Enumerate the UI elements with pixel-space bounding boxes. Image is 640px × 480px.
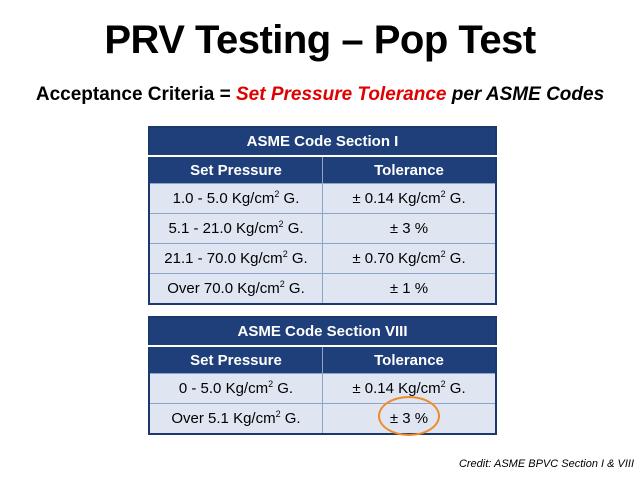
table-row: Over 5.1 Kg/cm2 G. ± 3 %	[148, 403, 497, 435]
unit-superscript: 2	[274, 189, 280, 199]
tolerance-cell-text: ± 0.14 Kg/cm	[352, 380, 441, 397]
table-title: ASME Code Section VIII	[148, 316, 497, 347]
asme-section-1-table: ASME Code Section I Set Pressure Toleran…	[148, 126, 497, 305]
tolerance-cell-text: ± 0.70 Kg/cm	[352, 250, 441, 267]
set-pressure-cell: Over 70.0 Kg/cm2 G.	[148, 273, 323, 305]
tolerance-cell-suffix: G.	[445, 250, 466, 267]
table-row: 1.0 - 5.0 Kg/cm2 G. ± 0.14 Kg/cm2 G.	[148, 183, 497, 214]
unit-superscript: 2	[282, 249, 288, 259]
asme-section-8-table: ASME Code Section VIII Set Pressure Tole…	[148, 316, 497, 435]
set-pressure-cell: 1.0 - 5.0 Kg/cm2 G.	[148, 183, 323, 214]
set-pressure-cell-text: Over 70.0 Kg/cm	[167, 280, 280, 297]
set-pressure-cell-text: 1.0 - 5.0 Kg/cm	[172, 190, 275, 207]
subtitle-highlight: Set Pressure Tolerance	[235, 84, 447, 105]
set-pressure-cell-text: 21.1 - 70.0 Kg/cm	[164, 250, 283, 267]
tolerance-cell: ± 1 %	[322, 273, 497, 305]
unit-superscript: 2	[440, 189, 446, 199]
set-pressure-cell-suffix: G.	[283, 220, 304, 237]
unit-superscript: 2	[440, 249, 446, 259]
table-row: 21.1 - 70.0 Kg/cm2 G. ± 0.70 Kg/cm2 G.	[148, 243, 497, 274]
tolerance-cell: ± 0.70 Kg/cm2 G.	[322, 243, 497, 274]
tolerance-cell: ± 0.14 Kg/cm2 G.	[322, 183, 497, 214]
tolerance-cell-text: ± 0.14 Kg/cm	[352, 190, 441, 207]
column-header-tolerance: Tolerance	[322, 345, 497, 374]
highlight-circle	[378, 396, 440, 436]
set-pressure-cell-text: Over 5.1 Kg/cm	[171, 410, 276, 427]
unit-superscript: 2	[275, 409, 281, 419]
set-pressure-cell-text: 5.1 - 21.0 Kg/cm	[168, 220, 279, 237]
column-header-tolerance: Tolerance	[322, 155, 497, 184]
column-header-set-pressure: Set Pressure	[148, 155, 323, 184]
set-pressure-cell-suffix: G.	[287, 250, 308, 267]
tolerance-cell: ± 3 %	[322, 213, 497, 244]
set-pressure-cell-suffix: G.	[273, 380, 294, 397]
set-pressure-cell-suffix: G.	[284, 280, 305, 297]
set-pressure-cell: Over 5.1 Kg/cm2 G.	[148, 403, 323, 435]
slide-title: PRV Testing – Pop Test	[104, 18, 536, 62]
slide-subtitle: Acceptance Criteria = Set Pressure Toler…	[0, 84, 640, 106]
set-pressure-cell: 5.1 - 21.0 Kg/cm2 G.	[148, 213, 323, 244]
set-pressure-cell: 21.1 - 70.0 Kg/cm2 G.	[148, 243, 323, 274]
tolerance-cell-text: ± 1 %	[389, 280, 429, 297]
table-row: 5.1 - 21.0 Kg/cm2 G. ± 3 %	[148, 213, 497, 244]
table-title: ASME Code Section I	[148, 126, 497, 157]
tolerance-cell-suffix: G.	[445, 380, 466, 397]
unit-superscript: 2	[268, 379, 274, 389]
table-row: 0 - 5.0 Kg/cm2 G. ± 0.14 Kg/cm2 G.	[148, 373, 497, 404]
set-pressure-cell-suffix: G.	[280, 410, 301, 427]
tolerance-cell-suffix: G.	[445, 190, 466, 207]
unit-superscript: 2	[279, 279, 285, 289]
column-header-set-pressure: Set Pressure	[148, 345, 323, 374]
subtitle-prefix: Acceptance Criteria =	[35, 84, 236, 105]
credit-note: Credit: ASME BPVC Section I & VIII	[458, 458, 634, 470]
subtitle-suffix: per ASME Codes	[446, 84, 605, 105]
unit-superscript: 2	[440, 379, 446, 389]
set-pressure-cell-suffix: G.	[279, 190, 300, 207]
set-pressure-cell: 0 - 5.0 Kg/cm2 G.	[148, 373, 323, 404]
tolerance-cell-text: ± 3 %	[389, 220, 429, 237]
set-pressure-cell-text: 0 - 5.0 Kg/cm	[178, 380, 269, 397]
unit-superscript: 2	[278, 219, 284, 229]
table-row: Over 70.0 Kg/cm2 G. ± 1 %	[148, 273, 497, 305]
